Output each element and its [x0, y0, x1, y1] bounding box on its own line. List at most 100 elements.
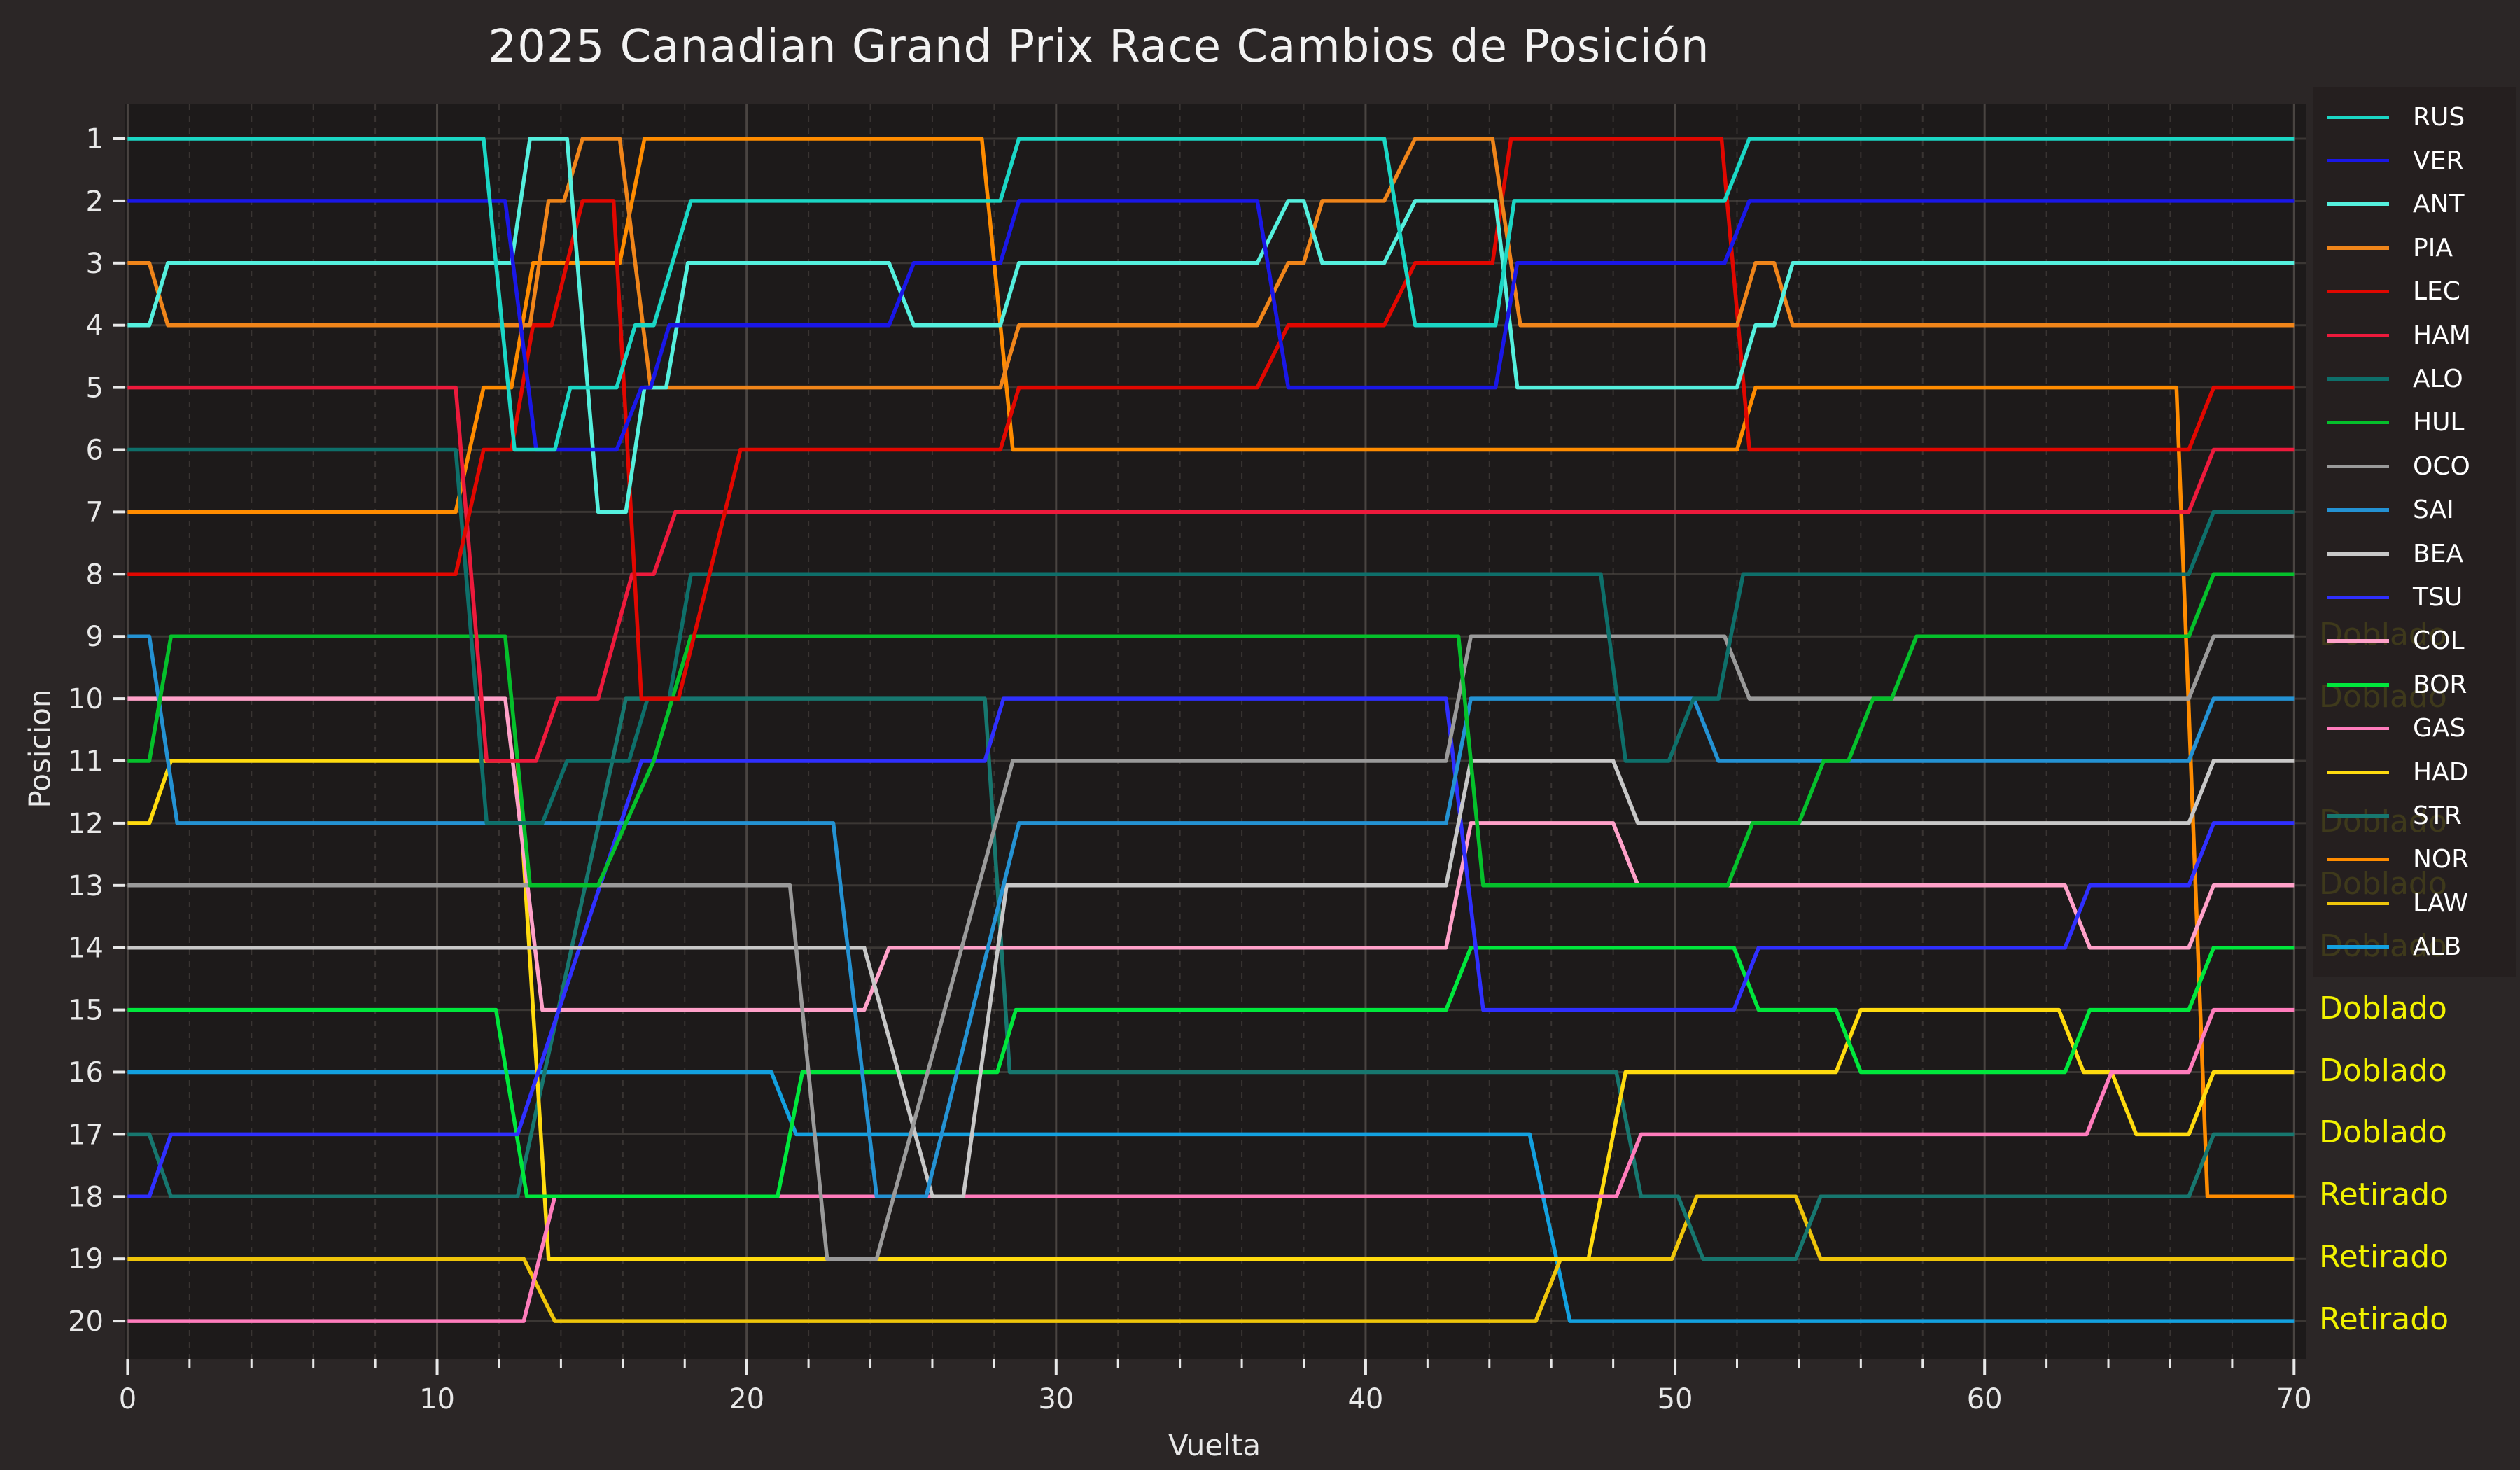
y-tick-label: 19	[68, 1243, 104, 1275]
driver-line-BOR	[127, 945, 2295, 1199]
legend-swatch-NOR	[2328, 858, 2389, 862]
legend-swatch-PIA	[2328, 246, 2389, 250]
legend-item-PIA: PIA	[2314, 227, 2516, 268]
legend-swatch-ANT	[2328, 202, 2389, 206]
legend-swatch-SAI	[2328, 508, 2389, 512]
y-tick-label: 1	[86, 123, 104, 155]
legend-item-COL: COL	[2314, 621, 2516, 662]
legend-label-RUS: RUS	[2413, 102, 2465, 132]
y-tick-label: 9	[86, 621, 104, 653]
driver-line-HUL	[127, 572, 2295, 888]
annotation-retirado-20: Retirado	[2319, 1301, 2449, 1338]
legend-item-BEA: BEA	[2314, 533, 2516, 574]
legend-label-NOR: NOR	[2413, 845, 2470, 874]
legend-swatch-HAD	[2328, 770, 2389, 774]
annotation-retirado-18: Retirado	[2319, 1177, 2449, 1213]
legend-swatch-VER	[2328, 158, 2389, 162]
driver-line-BEA	[127, 759, 2295, 1199]
y-tick-label: 12	[68, 808, 104, 840]
legend: RUS VER ANT PIA LEC HAM ALO HUL OCO SAI BEA TSU COL B…	[2314, 87, 2516, 977]
driver-line-SAI	[127, 634, 2295, 1199]
legend-item-VER: VER	[2314, 140, 2516, 181]
annotation-retirado-19: Retirado	[2319, 1239, 2449, 1275]
legend-item-STR: STR	[2314, 796, 2516, 836]
y-tick-label: 3	[86, 248, 104, 280]
legend-swatch-RUS	[2328, 115, 2389, 119]
legend-label-SAI: SAI	[2413, 496, 2454, 525]
legend-swatch-GAS	[2328, 727, 2389, 731]
y-tick-label: 7	[86, 496, 104, 528]
y-tick-label: 10	[68, 683, 104, 715]
legend-item-TSU: TSU	[2314, 577, 2516, 617]
legend-item-RUS: RUS	[2314, 97, 2516, 137]
y-axis-label: Posicion	[22, 689, 57, 808]
x-tick-label: 0	[119, 1383, 136, 1415]
legend-item-ALO: ALO	[2314, 358, 2516, 399]
legend-label-HAD: HAD	[2413, 757, 2469, 787]
annotation-doblado-17: Doblado	[2319, 1114, 2447, 1151]
driver-line-GAS	[127, 1007, 2295, 1323]
x-tick-label: 30	[1038, 1383, 1074, 1415]
driver-line-LEC	[127, 136, 2295, 701]
legend-swatch-LAW	[2328, 901, 2389, 905]
legend-item-HUL: HUL	[2314, 402, 2516, 443]
driver-line-STR	[127, 696, 2295, 1261]
legend-label-VER: VER	[2413, 146, 2464, 175]
legend-label-PIA: PIA	[2413, 233, 2453, 262]
y-tick-label: 13	[68, 870, 104, 902]
legend-swatch-HAM	[2328, 333, 2389, 337]
legend-label-GAS: GAS	[2413, 714, 2466, 743]
legend-item-OCO: OCO	[2314, 446, 2516, 486]
y-tick-label: 4	[86, 310, 104, 342]
driver-line-ALO	[127, 447, 2295, 825]
y-tick-label: 14	[68, 932, 104, 965]
x-tick-label: 50	[1658, 1383, 1693, 1415]
y-tick-label: 18	[68, 1181, 104, 1213]
legend-label-LAW: LAW	[2413, 888, 2469, 918]
legend-label-OCO: OCO	[2413, 451, 2470, 481]
legend-label-HAM: HAM	[2413, 321, 2471, 350]
legend-item-GAS: GAS	[2314, 708, 2516, 749]
x-tick-label: 10	[419, 1383, 455, 1415]
driver-line-ALB	[127, 1070, 2295, 1323]
chart-title: 2025 Canadian Grand Prix Race Cambios de…	[488, 21, 1710, 73]
driver-line-TSU	[127, 696, 2295, 1199]
legend-label-ANT: ANT	[2413, 190, 2465, 219]
y-tick-label: 11	[68, 746, 104, 778]
x-tick-label: 20	[729, 1383, 764, 1415]
legend-swatch-OCO	[2328, 464, 2389, 468]
legend-label-COL: COL	[2413, 626, 2465, 656]
y-tick-label: 20	[68, 1306, 104, 1338]
annotation-doblado-15: Doblado	[2319, 990, 2447, 1026]
legend-label-STR: STR	[2413, 802, 2462, 830]
legend-item-NOR: NOR	[2314, 839, 2516, 880]
legend-swatch-ALB	[2328, 945, 2389, 949]
legend-item-LAW: LAW	[2314, 883, 2516, 923]
legend-item-ALB: ALB	[2314, 927, 2516, 967]
y-tick-label: 15	[68, 995, 104, 1027]
x-tick-label: 70	[2276, 1383, 2312, 1415]
legend-label-BEA: BEA	[2413, 539, 2464, 568]
legend-item-HAD: HAD	[2314, 752, 2516, 792]
annotation-doblado-16: Doblado	[2319, 1052, 2447, 1088]
driver-line-NOR	[127, 136, 2295, 1199]
legend-swatch-TSU	[2328, 595, 2389, 599]
y-tick-label: 2	[86, 186, 104, 218]
x-tick-label: 40	[1348, 1383, 1383, 1415]
legend-label-TSU: TSU	[2413, 582, 2463, 612]
driver-line-ANT	[127, 136, 2295, 514]
legend-label-BOR: BOR	[2413, 670, 2468, 699]
legend-swatch-ALO	[2328, 377, 2389, 381]
y-tick-label: 5	[86, 372, 104, 405]
legend-swatch-BEA	[2328, 552, 2389, 556]
legend-item-LEC: LEC	[2314, 272, 2516, 312]
driver-line-OCO	[127, 634, 2295, 1261]
x-tick-label: 60	[1967, 1383, 2003, 1415]
driver-line-HAM	[127, 385, 2295, 763]
legend-label-ALB: ALB	[2413, 932, 2462, 962]
legend-item-SAI: SAI	[2314, 490, 2516, 531]
legend-swatch-LEC	[2328, 290, 2389, 294]
y-tick-label: 17	[68, 1119, 104, 1151]
